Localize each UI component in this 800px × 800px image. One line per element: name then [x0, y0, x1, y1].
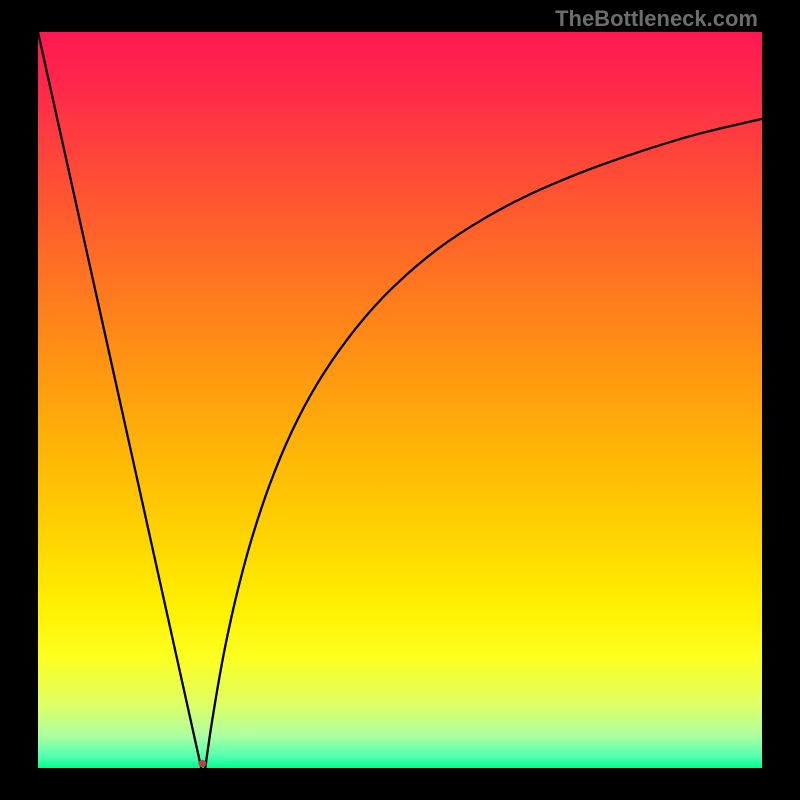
plot-svg	[38, 32, 762, 768]
plot-area	[38, 32, 762, 768]
chart-container: TheBottleneck.com	[0, 0, 800, 800]
gradient-background	[38, 32, 762, 768]
minimum-marker	[198, 760, 206, 767]
watermark-text: TheBottleneck.com	[555, 6, 758, 32]
